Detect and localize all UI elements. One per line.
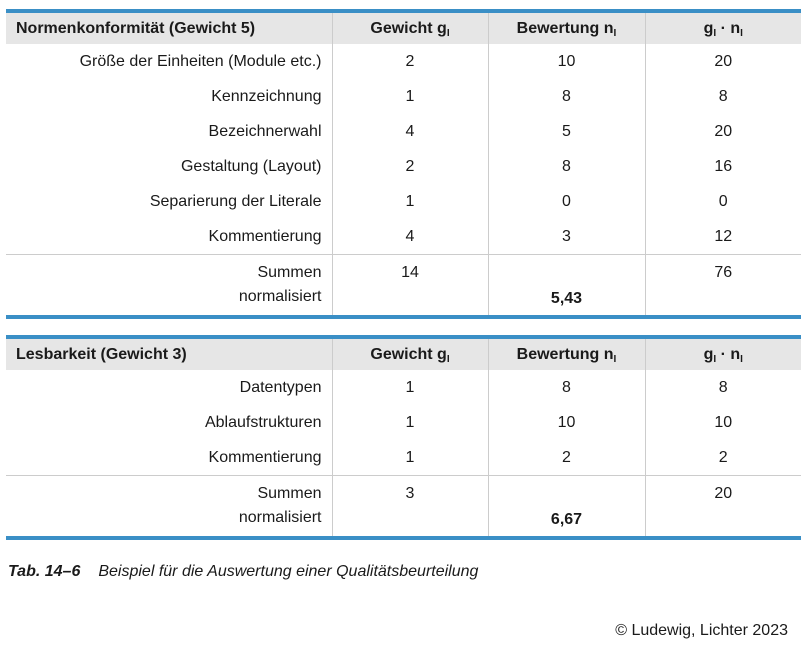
- criterion-label: Separierung der Literale: [149, 192, 322, 210]
- rating-value: 8: [487, 149, 645, 184]
- weight-column-header: Gewicht gI: [331, 337, 488, 370]
- product-value: 12: [644, 219, 801, 255]
- table-header-row: Lesbarkeit (Gewicht 3) Gewicht gI Bewert…: [6, 337, 801, 370]
- table-row: Kommentierung 1 2 2: [6, 440, 801, 476]
- sum-row: Summen normalisiert 14 5,43 76: [6, 254, 801, 318]
- product-column-header: gI · nI: [644, 11, 801, 44]
- normalized-value: 5,43: [487, 254, 645, 317]
- table-row: Ablaufstrukturen 1 10 10: [6, 405, 801, 440]
- weight-value: 4: [331, 114, 488, 149]
- rating-value: 3: [487, 219, 645, 255]
- table-header-row: Normenkonformität (Gewicht 5) Gewicht gI…: [6, 11, 801, 44]
- product-value: 20: [644, 114, 801, 149]
- caption-text: Beispiel für die Auswertung einer Qualit…: [98, 563, 479, 580]
- criterion-label: Datentypen: [239, 378, 322, 396]
- rating-value: 8: [487, 79, 645, 114]
- normalized-label: normalisiert: [238, 288, 322, 305]
- product-column-header: gI · nI: [644, 337, 801, 370]
- rating-value: 8: [487, 370, 645, 405]
- criterion-label: Kennzeichnung: [211, 87, 322, 105]
- product-value: 0: [644, 184, 801, 219]
- product-value: 16: [644, 149, 801, 184]
- criterion-label: Gestaltung (Layout): [180, 157, 322, 175]
- sum-weight: 3: [331, 475, 488, 538]
- rating-value: 2: [487, 440, 645, 476]
- table-caption: Tab. 14–6 Beispiel für die Auswertung ein…: [8, 563, 478, 581]
- product-value: 2: [644, 440, 801, 476]
- rating-value: 10: [487, 405, 645, 440]
- weight-value: 2: [331, 44, 488, 79]
- table-row: Kommentierung 4 3 12: [6, 219, 801, 255]
- table-row: Separierung der Literale 1 0 0: [6, 184, 801, 219]
- criterion-label: Kommentierung: [208, 227, 322, 245]
- criterion-label: Größe der Einheiten (Module etc.): [79, 52, 322, 70]
- table-row: Datentypen 1 8 8: [6, 370, 801, 405]
- caption-label: Tab. 14–6: [8, 563, 81, 580]
- sum-label: Summen: [257, 485, 322, 502]
- criterion-label: Ablaufstrukturen: [204, 413, 322, 431]
- table-row: Gestaltung (Layout) 2 8 16: [6, 149, 801, 184]
- normalized-label: normalisiert: [238, 509, 322, 526]
- weight-column-header: Gewicht gI: [331, 11, 488, 44]
- sum-product: 76: [644, 254, 801, 317]
- product-value: 8: [644, 370, 801, 405]
- sum-labels: Summen normalisiert: [6, 476, 332, 539]
- product-value: 20: [644, 44, 801, 79]
- weight-value: 1: [331, 405, 488, 440]
- weight-value: 1: [331, 184, 488, 219]
- weight-value: 1: [331, 440, 488, 476]
- weight-value: 2: [331, 149, 488, 184]
- sum-product: 20: [644, 475, 801, 538]
- table-row: Bezeichnerwahl 4 5 20: [6, 114, 801, 149]
- rating-column-header: Bewertung nI: [487, 337, 645, 370]
- table-row: Größe der Einheiten (Module etc.) 2 10 2…: [6, 44, 801, 79]
- weight-value: 4: [331, 219, 488, 255]
- sum-row: Summen normalisiert 3 6,67 20: [6, 475, 801, 539]
- sum-label: Summen: [257, 264, 322, 281]
- copyright-notice: © Ludewig, Lichter 2023: [615, 622, 788, 639]
- sum-labels: Summen normalisiert: [6, 255, 332, 318]
- product-value: 10: [644, 405, 801, 440]
- weight-value: 1: [331, 370, 488, 405]
- table-title: Normenkonformität (Gewicht 5): [6, 11, 332, 44]
- rating-value: 0: [487, 184, 645, 219]
- sum-weight: 14: [331, 254, 488, 317]
- weight-value: 1: [331, 79, 488, 114]
- product-value: 8: [644, 79, 801, 114]
- quality-table-lesbarkeit: Lesbarkeit (Gewicht 3) Gewicht gI Bewert…: [6, 335, 801, 540]
- quality-table-normenkonformitaet: Normenkonformität (Gewicht 5) Gewicht gI…: [6, 9, 801, 319]
- normalized-value: 6,67: [487, 475, 645, 538]
- table-row: Kennzeichnung 1 8 8: [6, 79, 801, 114]
- criterion-label: Bezeichnerwahl: [208, 122, 322, 140]
- rating-column-header: Bewertung nI: [487, 11, 645, 44]
- rating-value: 5: [487, 114, 645, 149]
- rating-value: 10: [487, 44, 645, 79]
- table-title: Lesbarkeit (Gewicht 3): [6, 337, 332, 370]
- criterion-label: Kommentierung: [208, 448, 322, 466]
